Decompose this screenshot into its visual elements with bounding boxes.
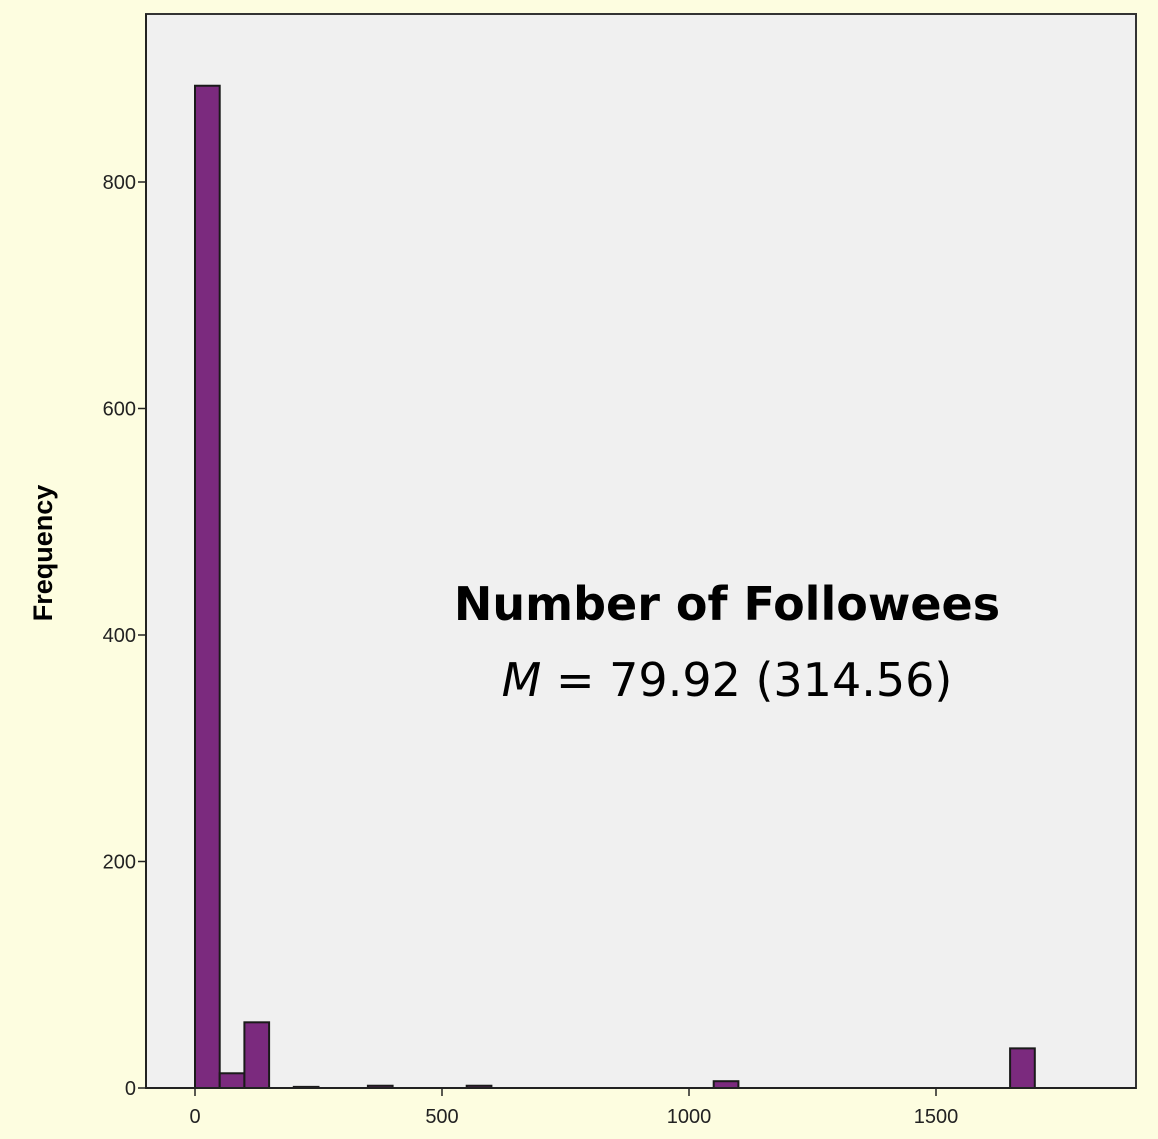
plot-area <box>145 13 1137 1089</box>
y-tick-label-600: 600 <box>103 399 136 421</box>
x-tick-label-1500: 1500 <box>914 1106 959 1128</box>
x-ticks-group: 0 500 1000 1500 <box>189 1088 958 1128</box>
y-tick-label-0: 0 <box>125 1078 136 1100</box>
x-tick-label-1000: 1000 <box>667 1106 712 1128</box>
annotation-stat-symbol: M <box>502 653 542 707</box>
y-axis-label: Frequency <box>28 485 58 622</box>
annotation-stat-value: = 79.92 (314.56) <box>541 653 952 707</box>
x-tick-label-500: 500 <box>425 1106 458 1128</box>
annotation-stat: M = 79.92 (314.56) <box>502 653 953 707</box>
histogram-bar-1050-1100 <box>712 1080 740 1089</box>
y-tick-label-400: 400 <box>103 625 136 647</box>
histogram-bar-0-50 <box>194 84 221 1090</box>
annotation-title: Number of Followees <box>454 577 1000 631</box>
histogram-bar-100-150 <box>243 1021 271 1089</box>
y-tick-label-800: 800 <box>103 172 136 194</box>
y-tick-label-200: 200 <box>103 852 136 874</box>
y-ticks-group: 0 200 400 600 800 <box>103 172 146 1100</box>
x-tick-label-0: 0 <box>189 1106 200 1128</box>
histogram-bar-50-100 <box>218 1072 246 1089</box>
histogram-bar-1650-1700 <box>1009 1047 1036 1090</box>
